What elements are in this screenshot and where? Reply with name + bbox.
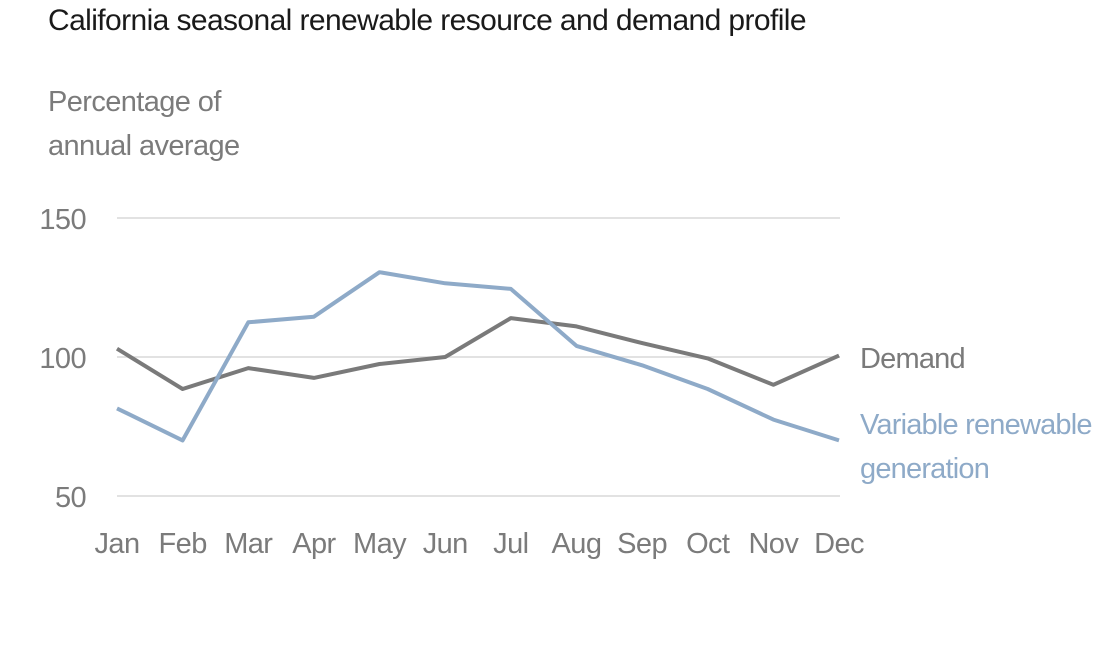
series-label: generation (860, 453, 989, 485)
x-tick-labels: Jan Feb Mar Apr May Jun Jul Aug Sep Oct Nov Dec (95, 528, 865, 560)
x-tick-label: Mar (224, 528, 273, 560)
x-tick-label: Feb (159, 528, 207, 560)
x-tick-label: Oct (686, 528, 730, 560)
y-tick-label: 100 (39, 343, 86, 375)
y-axis-label-line-1: Percentage of (48, 86, 221, 118)
y-axis-label: Percentage of annual average (48, 80, 240, 168)
x-tick-label: Apr (292, 528, 336, 560)
series-label: Demand (860, 343, 965, 375)
x-tick-label: Jan (95, 528, 140, 560)
x-tick-label: Jun (423, 528, 468, 560)
series-line-demand (115, 316, 840, 391)
y-tick-label: 50 (55, 482, 86, 514)
y-axis-label-line-2: annual average (48, 130, 240, 162)
series-label: Variable renewable (860, 409, 1092, 441)
x-tick-label: Dec (814, 528, 864, 560)
series-labels: Demand Variable renewable generation (860, 343, 1093, 485)
y-tick-label: 150 (39, 204, 86, 236)
series-lines (115, 270, 840, 443)
chart-title: California seasonal renewable resource a… (48, 4, 807, 37)
x-tick-label: Sep (617, 528, 667, 560)
gridlines (117, 217, 840, 497)
x-tick-label: Jul (493, 528, 528, 560)
x-tick-label: Nov (748, 528, 799, 560)
series-line-variable-renewable-generation (116, 270, 840, 443)
x-tick-label: Aug (552, 528, 602, 560)
x-tick-label: May (353, 528, 407, 560)
y-tick-labels: 50 100 150 (39, 204, 86, 514)
